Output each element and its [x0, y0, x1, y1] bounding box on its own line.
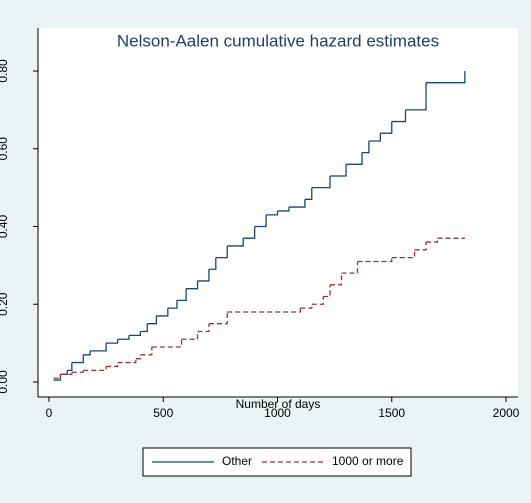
hazard-step — [106, 339, 119, 344]
legend-label: 1000 or more — [332, 454, 404, 468]
hazard-step — [304, 187, 313, 200]
hazard-step — [106, 362, 119, 368]
hazard-step — [197, 323, 210, 333]
hazard-step — [380, 121, 393, 134]
hazard-step — [227, 308, 301, 313]
x-tick-label: 1000 — [264, 406, 291, 420]
hazard-step — [151, 339, 183, 348]
hazard-step — [288, 199, 306, 208]
hazard-step — [197, 269, 210, 282]
hazard-step — [208, 257, 217, 270]
hazard-step — [117, 335, 130, 340]
hazard-step — [135, 354, 142, 360]
hazard-step — [71, 354, 84, 364]
hazard-step — [140, 323, 148, 333]
hazard-step — [362, 140, 370, 154]
hazard-step — [167, 300, 178, 309]
y-tick-label: 0.20 — [0, 292, 10, 316]
hazard-step — [311, 175, 331, 189]
x-tick-label: 1500 — [378, 406, 405, 420]
hazard-step — [391, 109, 407, 123]
y-tick-label: 0.60 — [0, 137, 10, 161]
x-tick-label: 500 — [153, 406, 173, 420]
hazard-step — [346, 152, 363, 165]
hazard-step — [414, 242, 427, 251]
hazard-step — [227, 238, 244, 247]
hazard-step — [215, 245, 228, 259]
x-tick-label: 2000 — [493, 406, 520, 420]
y-tick-label: 0.40 — [0, 214, 10, 238]
hazard-step — [266, 210, 279, 216]
hazard-step — [147, 315, 158, 325]
hazard-step — [83, 366, 107, 371]
hazard-step — [186, 280, 199, 290]
hazard-step — [368, 133, 381, 142]
hazard-step — [277, 207, 290, 212]
hazard-step — [176, 288, 187, 302]
y-tick-label: 0.00 — [0, 370, 10, 394]
hazard-step — [357, 257, 393, 263]
hazard-step — [140, 347, 153, 356]
y-tick-label: 0.80 — [0, 59, 10, 83]
x-axis-title: Number of days — [236, 397, 321, 411]
hazard-step — [311, 296, 324, 305]
hazard-step — [128, 331, 142, 336]
hazard-step — [67, 362, 73, 371]
hazard-step — [254, 214, 267, 228]
hazard-step — [391, 249, 416, 259]
hazard-step — [300, 304, 313, 309]
hazard-step — [83, 350, 91, 356]
legend-label: Other — [222, 454, 252, 468]
hazard-step — [208, 312, 228, 325]
hazard-step — [405, 82, 427, 111]
x-tick-label: 0 — [46, 406, 53, 420]
hazard-step — [426, 238, 439, 243]
hazard-step — [426, 71, 466, 84]
hazard-step — [330, 273, 343, 286]
hazard-step — [90, 343, 107, 352]
chart-title: Nelson-Aalen cumulative hazard estimates — [117, 31, 439, 50]
hazard-step — [330, 164, 347, 177]
hazard-step — [53, 374, 62, 379]
hazard-step — [243, 226, 256, 239]
hazard-step — [117, 358, 137, 364]
hazard-step — [156, 308, 169, 317]
hazard-step — [323, 284, 331, 298]
